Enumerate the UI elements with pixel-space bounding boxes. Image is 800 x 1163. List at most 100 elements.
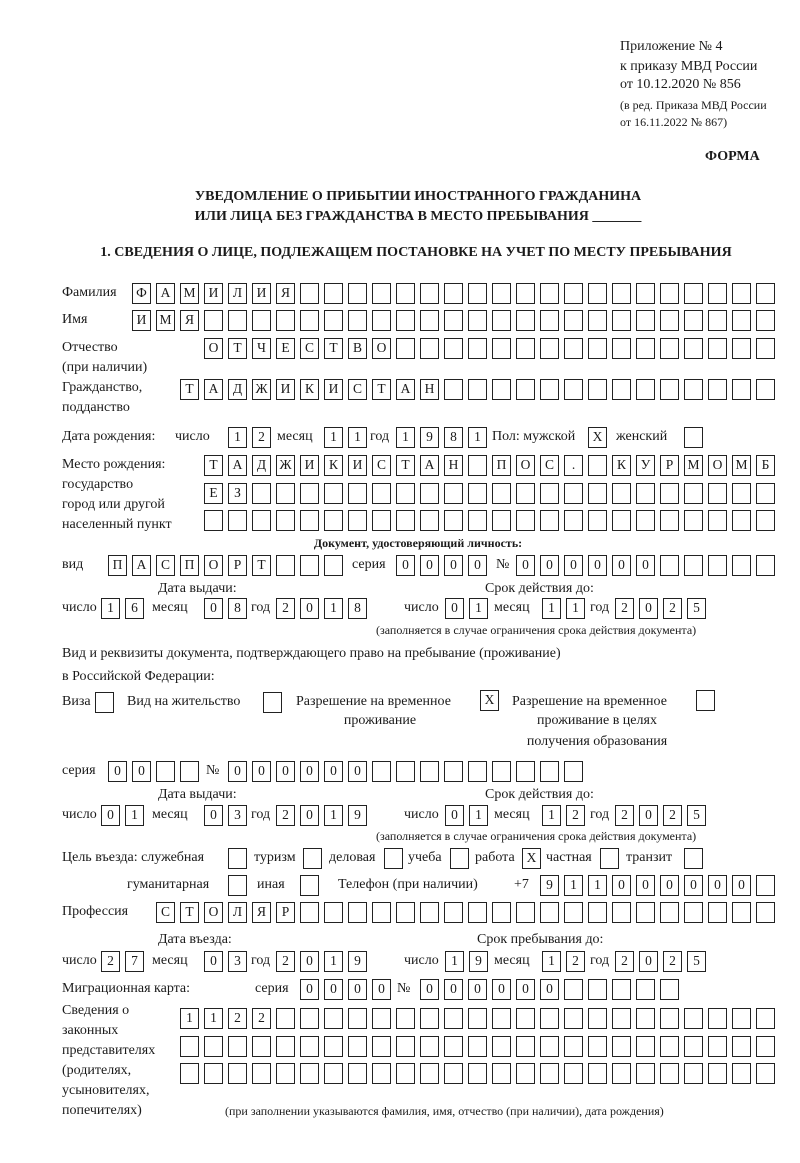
char-box[interactable]: 1 [469,805,488,826]
char-box[interactable]: 0 [420,555,439,576]
char-box[interactable] [636,379,655,400]
char-box[interactable] [492,483,511,504]
char-box[interactable] [252,310,271,331]
char-box[interactable]: К [300,379,319,400]
char-box[interactable]: 1 [204,1008,223,1029]
char-box[interactable] [600,848,619,869]
char-box[interactable]: 0 [444,555,463,576]
char-box[interactable] [276,555,295,576]
char-box[interactable]: . [564,455,583,476]
char-box[interactable] [612,1008,631,1029]
char-box[interactable] [540,902,559,923]
char-box[interactable]: Т [252,555,271,576]
char-box[interactable]: 2 [252,427,271,448]
char-box[interactable]: 1 [564,875,583,896]
char-box[interactable]: 9 [540,875,559,896]
char-box[interactable] [228,1063,247,1084]
char-box[interactable] [468,338,487,359]
char-box[interactable]: 8 [444,427,463,448]
char-box[interactable] [684,1063,703,1084]
char-box[interactable]: О [708,455,727,476]
char-box[interactable] [708,902,727,923]
char-box[interactable] [636,283,655,304]
char-box[interactable] [684,379,703,400]
char-box[interactable] [396,510,415,531]
char-box[interactable]: 1 [125,805,144,826]
char-box[interactable] [444,483,463,504]
char-box[interactable] [564,310,583,331]
char-box[interactable] [732,1036,751,1057]
char-box[interactable] [564,379,583,400]
char-box[interactable]: И [276,379,295,400]
char-box[interactable] [684,555,703,576]
char-box[interactable] [636,483,655,504]
char-box[interactable]: З [228,483,247,504]
char-box[interactable] [468,455,487,476]
char-box[interactable]: 0 [708,875,727,896]
char-box[interactable] [588,455,607,476]
char-box[interactable] [660,310,679,331]
char-box[interactable] [468,379,487,400]
char-box[interactable]: 1 [396,427,415,448]
char-box[interactable] [396,338,415,359]
char-box[interactable]: А [156,283,175,304]
char-box[interactable] [516,1008,535,1029]
char-box[interactable]: 0 [300,979,319,1000]
char-box[interactable] [660,379,679,400]
char-box[interactable] [372,483,391,504]
char-box[interactable] [263,692,282,713]
char-box[interactable]: Т [228,338,247,359]
char-box[interactable] [252,1036,271,1057]
char-box[interactable] [372,902,391,923]
char-box[interactable] [468,761,487,782]
char-box[interactable] [204,1063,223,1084]
char-box[interactable]: У [636,455,655,476]
char-box[interactable] [468,310,487,331]
char-box[interactable]: 2 [566,951,585,972]
char-box[interactable] [348,902,367,923]
char-box[interactable] [732,902,751,923]
char-box[interactable] [492,902,511,923]
char-box[interactable]: 2 [615,951,634,972]
char-box[interactable]: К [324,455,343,476]
char-box[interactable] [708,1063,727,1084]
char-box[interactable]: Л [228,283,247,304]
char-box[interactable]: 0 [639,598,658,619]
char-box[interactable]: 6 [125,598,144,619]
char-box[interactable] [516,510,535,531]
char-box[interactable]: 1 [324,598,343,619]
char-box[interactable] [540,379,559,400]
char-box[interactable]: О [516,455,535,476]
char-box[interactable]: 9 [348,951,367,972]
char-box[interactable] [732,283,751,304]
char-box[interactable] [564,761,583,782]
char-box[interactable]: 8 [348,598,367,619]
char-box[interactable]: 0 [300,951,319,972]
char-box[interactable] [756,555,775,576]
char-box[interactable] [303,848,322,869]
char-box[interactable]: 0 [300,598,319,619]
char-box[interactable] [420,510,439,531]
char-box[interactable] [276,1036,295,1057]
char-box[interactable] [444,338,463,359]
char-box[interactable]: Р [660,455,679,476]
char-box[interactable] [636,310,655,331]
char-box[interactable] [756,1063,775,1084]
char-box[interactable]: 0 [204,805,223,826]
char-box[interactable] [588,1063,607,1084]
char-box[interactable]: 0 [420,979,439,1000]
char-box[interactable]: 7 [125,951,144,972]
char-box[interactable]: 0 [348,761,367,782]
char-box[interactable] [324,555,343,576]
char-box[interactable] [588,379,607,400]
char-box[interactable] [420,1008,439,1029]
char-box[interactable] [732,555,751,576]
char-box[interactable] [444,902,463,923]
char-box[interactable] [684,310,703,331]
char-box[interactable] [228,510,247,531]
char-box[interactable] [420,761,439,782]
char-box[interactable]: 0 [639,951,658,972]
char-box[interactable] [684,427,703,448]
char-box[interactable] [708,510,727,531]
char-box[interactable]: 0 [324,979,343,1000]
